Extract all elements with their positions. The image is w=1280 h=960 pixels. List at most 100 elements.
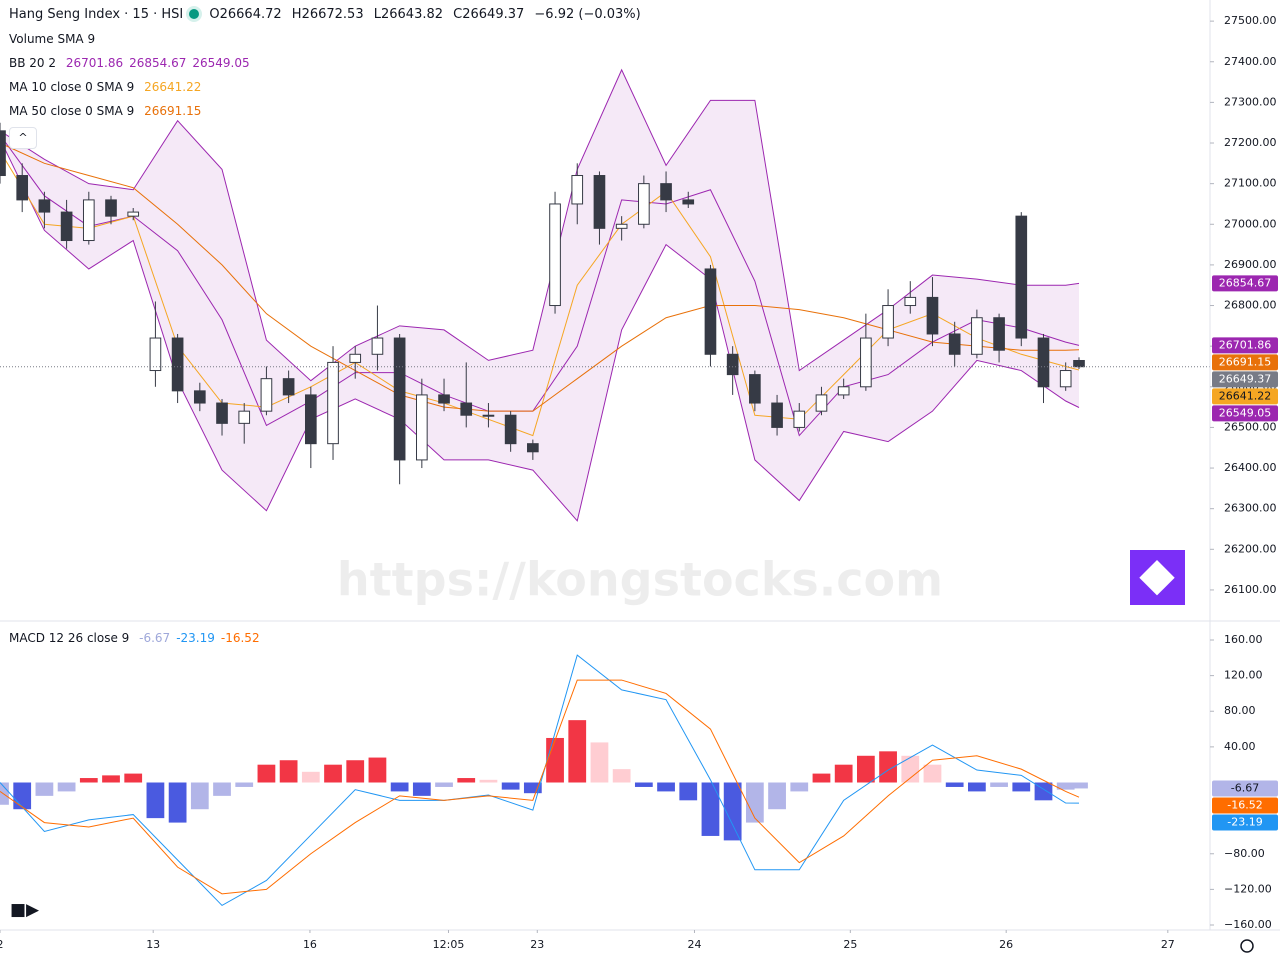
candle-body — [482, 414, 495, 417]
histogram-bar — [590, 742, 609, 783]
histogram-bar — [435, 782, 453, 787]
chart-title: Hang Seng Index · 15 · HSI — [9, 7, 184, 22]
y-tick-label: 80.00 — [1224, 704, 1256, 717]
candle-body — [149, 337, 162, 372]
candle-body — [238, 410, 251, 424]
indicator-label: MA 10 close 0 SMA 9 — [9, 80, 135, 94]
y-tick-label: 26900.00 — [1224, 258, 1277, 271]
x-tick-label: 13 — [146, 938, 160, 951]
histogram-bar — [301, 771, 320, 783]
price-tag — [1212, 814, 1278, 831]
y-tick-label: 26100.00 — [1224, 583, 1277, 596]
price-tag-label: 26701.86 — [1219, 338, 1272, 351]
candle-body — [282, 378, 295, 396]
histogram-bar — [1070, 782, 1088, 789]
candle-body — [38, 199, 51, 213]
price-tag-label: -23.19 — [1227, 815, 1262, 828]
bb-lower — [0, 138, 1080, 522]
ohlc-label: L — [373, 7, 381, 22]
histogram-bar — [679, 782, 698, 801]
histogram-bar — [324, 764, 342, 783]
histogram-bar — [35, 782, 54, 796]
histogram-bar — [834, 764, 853, 783]
histogram-bar — [768, 782, 786, 810]
x-tick-label: 2 — [0, 938, 4, 951]
histogram-bar — [568, 720, 587, 783]
candle-body — [327, 361, 339, 445]
candle-body — [193, 390, 206, 404]
x-tick-label: 25 — [843, 938, 857, 951]
price-tag-label: 26641.22 — [1219, 389, 1272, 402]
candle-body — [815, 394, 828, 412]
histogram-bar — [279, 760, 298, 783]
histogram-bar — [745, 782, 764, 823]
histogram-bar — [723, 782, 742, 841]
price-tag — [1212, 371, 1278, 388]
candle-body — [304, 394, 317, 445]
candle-body — [105, 199, 117, 217]
histogram-bar — [546, 737, 564, 783]
candle-body — [771, 402, 783, 428]
indicator-legend: BB 20 2 26701.86 26854.67 26549.05 — [9, 56, 256, 70]
price-tag — [1212, 275, 1278, 292]
x-tick-label: 24 — [687, 938, 701, 951]
status-dot — [189, 9, 200, 19]
candle-body — [638, 183, 650, 225]
candle-body — [504, 414, 517, 445]
indicator-value: 26691.15 — [144, 104, 202, 118]
y-tick-label: 120.00 — [1224, 669, 1263, 682]
ohlc-label: O — [209, 7, 220, 22]
indicator-value: 26854.67 — [129, 56, 187, 70]
candle-body — [416, 394, 428, 461]
candle-body — [682, 199, 695, 205]
y-tick-label: 26400.00 — [1224, 461, 1277, 474]
candle-body — [726, 353, 739, 376]
price-tag — [1212, 337, 1278, 354]
indicator-legend: Volume SMA 9 — [9, 32, 101, 46]
y-tick-label: 26800.00 — [1224, 299, 1277, 312]
candle-body — [82, 199, 95, 242]
histogram-bar — [879, 751, 897, 783]
y-tick-label: 40.00 — [1224, 740, 1256, 753]
histogram-bar — [257, 764, 276, 783]
candle-body — [60, 211, 73, 242]
candle-body — [704, 268, 717, 355]
indicator-label: MACD 12 26 close 9 — [9, 631, 130, 645]
indicator-value: 26549.05 — [192, 56, 250, 70]
price-tag-label: 26854.67 — [1219, 276, 1272, 289]
histogram-bar — [701, 782, 720, 836]
histogram-bar — [612, 769, 631, 783]
candle-body — [1059, 370, 1072, 388]
y-tick-label: 27200.00 — [1224, 136, 1277, 149]
indicator-legend: MA 10 close 0 SMA 9 26641.22 — [9, 80, 207, 94]
y-tick-label: 27500.00 — [1224, 14, 1277, 27]
candle-body — [127, 211, 140, 217]
x-tick-label: 16 — [303, 938, 317, 951]
candle-body — [549, 203, 561, 307]
histogram-bar — [923, 764, 942, 783]
histogram-bar — [1056, 782, 1075, 790]
histogram-bar — [968, 782, 986, 792]
histogram-bar — [146, 782, 165, 819]
settings-icon[interactable] — [1240, 939, 1254, 953]
histogram-bar — [657, 782, 675, 792]
y-tick-label: 26300.00 — [1224, 502, 1277, 515]
collapse-button[interactable]: ^ — [9, 127, 37, 149]
y-tick-label: −80.00 — [1224, 847, 1265, 860]
candle-body — [1073, 359, 1085, 368]
candle-body — [749, 374, 761, 404]
candle-body — [1037, 337, 1050, 388]
candle-body — [948, 333, 961, 355]
histogram-bar — [0, 782, 9, 805]
candle-body — [171, 337, 184, 392]
indicator-value: -6.67 — [139, 631, 171, 645]
candle-body — [371, 337, 384, 355]
candle-body — [393, 337, 406, 461]
histogram-bar — [235, 782, 254, 787]
price-tag-label: -16.52 — [1227, 798, 1262, 811]
ma50-line — [0, 142, 1080, 412]
histogram-bar — [79, 778, 98, 783]
y-tick-label: 27100.00 — [1224, 177, 1277, 190]
